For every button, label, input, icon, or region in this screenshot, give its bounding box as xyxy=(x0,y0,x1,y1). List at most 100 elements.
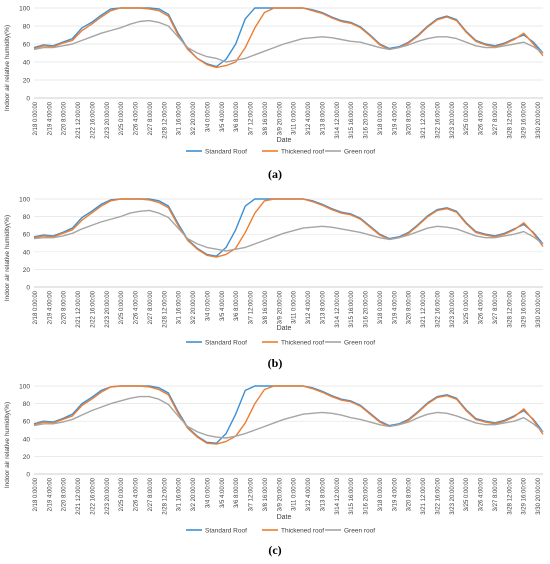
series-line-green-roof xyxy=(33,19,544,63)
x-tick-label: 3/16 20:00:00 xyxy=(364,290,370,327)
x-tick-label: 2/22 16:00:00 xyxy=(90,477,96,514)
x-tick-label: 2/25 0:00:00 xyxy=(119,101,125,135)
x-tick-label: 3/14 12:00:00 xyxy=(335,477,341,514)
x-tick-label: 2/19 4:00:00 xyxy=(47,477,53,511)
y-tick-label: 100 xyxy=(19,384,30,391)
x-tick-label: 3/18 0:00:00 xyxy=(378,101,384,135)
x-tick-label: 2/27 8:00:00 xyxy=(148,101,154,135)
legend-label: Green roof xyxy=(344,149,375,156)
x-tick-label: 3/27 8:00:00 xyxy=(493,290,499,324)
x-tick-label: 3/2 20:00:00 xyxy=(191,101,197,135)
x-tick-label: 3/8 16:00:00 xyxy=(263,477,269,511)
x-tick-label: 2/26 4:00:00 xyxy=(134,477,140,511)
legend-label: Thickened roof xyxy=(281,340,324,347)
x-tick-label: 3/19 4:00:00 xyxy=(392,101,398,135)
x-tick-label: 2/25 0:00:00 xyxy=(119,290,125,324)
x-tick-label: 3/18 0:00:00 xyxy=(378,290,384,324)
x-tick-label: 2/28 12:00:00 xyxy=(162,290,168,327)
x-tick-label: 3/25 0:00:00 xyxy=(464,290,470,324)
x-tick-label: 3/27 8:00:00 xyxy=(493,477,499,511)
x-tick-label: 3/9 20:00:00 xyxy=(277,477,283,511)
x-tick-label: 3/23 20:00:00 xyxy=(450,477,456,514)
x-tick-label: 3/5 4:00:00 xyxy=(220,477,226,508)
panel-caption: (b) xyxy=(268,356,283,370)
x-tick-label: 3/9 20:00:00 xyxy=(277,101,283,135)
legend-label: Standard Roof xyxy=(205,340,247,347)
x-tick-label: 2/18 0:00:00 xyxy=(33,477,39,511)
x-tick-label: 3/12 4:00:00 xyxy=(306,477,312,511)
x-tick-label: 2/18 0:00:00 xyxy=(33,290,39,324)
chart-panel-c: 0 20 40 60 80 100 2/18 0:00:00 2/19 4:00:00 2/20… xyxy=(4,384,544,557)
x-tick-label: 3/7 12:00:00 xyxy=(249,101,255,135)
x-tick-label: 2/26 4:00:00 xyxy=(134,101,140,135)
x-tick-label: 3/1 16:00:00 xyxy=(177,101,183,135)
x-tick-label: 3/29 16:00:00 xyxy=(522,477,528,514)
x-axis-label: Date xyxy=(277,514,292,521)
x-tick-label: 3/30 20:00:00 xyxy=(536,101,542,138)
x-tick-label: 3/6 8:00:00 xyxy=(234,101,240,132)
legend-label: Standard Roof xyxy=(205,528,247,535)
x-tick-label: 3/19 4:00:00 xyxy=(392,477,398,511)
x-tick-label: 2/21 12:00:00 xyxy=(76,477,82,514)
x-tick-label: 2/23 20:00:00 xyxy=(105,477,111,514)
x-tick-label: 3/2 20:00:00 xyxy=(191,477,197,511)
x-tick-label: 3/27 8:00:00 xyxy=(493,101,499,135)
y-tick-label: 0 xyxy=(26,472,30,479)
x-tick-label: 3/6 8:00:00 xyxy=(234,477,240,508)
series-line-green-roof xyxy=(33,209,544,252)
y-tick-label: 60 xyxy=(23,419,31,426)
x-tick-label: 3/26 4:00:00 xyxy=(479,101,485,135)
x-tick-label: 3/25 0:00:00 xyxy=(464,101,470,135)
x-tick-label: 3/13 8:00:00 xyxy=(320,101,326,135)
x-tick-label: 3/4 0:00:00 xyxy=(205,290,211,321)
x-tick-label: 2/23 20:00:00 xyxy=(105,101,111,138)
x-tick-label: 3/16 20:00:00 xyxy=(364,101,370,138)
x-tick-label: 2/22 16:00:00 xyxy=(90,101,96,138)
x-tick-label: 2/21 12:00:00 xyxy=(76,290,82,327)
x-tick-label: 3/22 16:00:00 xyxy=(435,290,441,327)
x-tick-label: 3/1 16:00:00 xyxy=(177,477,183,511)
y-tick-label: 0 xyxy=(26,96,30,103)
x-tick-label: 2/19 4:00:00 xyxy=(47,101,53,135)
series-line-standard-roof xyxy=(33,7,544,68)
x-tick-label: 2/20 8:00:00 xyxy=(62,101,68,135)
x-tick-label: 3/29 16:00:00 xyxy=(522,290,528,327)
y-tick-label: 80 xyxy=(23,214,31,221)
series-line-thickened-roof xyxy=(33,198,544,258)
x-tick-label: 3/11 0:00:00 xyxy=(292,477,298,511)
series-line-green-roof xyxy=(33,395,544,439)
x-tick-label: 2/25 0:00:00 xyxy=(119,477,125,511)
x-tick-label: 3/13 8:00:00 xyxy=(320,477,326,511)
y-tick-label: 20 xyxy=(23,454,31,461)
x-tick-label: 2/18 0:00:00 xyxy=(33,101,39,135)
x-tick-label: 3/4 0:00:00 xyxy=(205,101,211,132)
legend-label: Standard Roof xyxy=(205,149,247,156)
legend-label: Green roof xyxy=(344,528,375,535)
x-tick-label: 2/26 4:00:00 xyxy=(134,290,140,324)
panel-caption: (a) xyxy=(268,167,282,181)
x-tick-label: 3/28 12:00:00 xyxy=(507,101,513,138)
x-tick-label: 3/1 16:00:00 xyxy=(177,290,183,324)
x-tick-label: 3/7 12:00:00 xyxy=(249,477,255,511)
legend-label: Green roof xyxy=(344,340,375,347)
x-tick-label: 3/26 4:00:00 xyxy=(479,290,485,324)
legend-label: Thickened roof xyxy=(281,528,324,535)
x-tick-label: 3/14 12:00:00 xyxy=(335,101,341,138)
x-tick-label: 3/22 16:00:00 xyxy=(435,477,441,514)
x-tick-label: 3/11 0:00:00 xyxy=(292,290,298,324)
y-tick-label: 80 xyxy=(23,24,31,31)
series-line-thickened-roof xyxy=(33,7,544,69)
x-tick-label: 3/8 16:00:00 xyxy=(263,101,269,135)
x-tick-label: 3/5 4:00:00 xyxy=(220,101,226,132)
x-tick-label: 3/4 0:00:00 xyxy=(205,477,211,508)
series-line-thickened-roof xyxy=(33,385,544,445)
x-tick-label: 3/26 4:00:00 xyxy=(479,477,485,511)
x-tick-label: 3/20 8:00:00 xyxy=(407,477,413,511)
x-tick-label: 3/30 20:00:00 xyxy=(536,477,542,514)
x-tick-label: 3/12 4:00:00 xyxy=(306,290,312,324)
x-tick-label: 3/16 20:00:00 xyxy=(364,477,370,514)
x-tick-label: 3/30 20:00:00 xyxy=(536,290,542,327)
x-tick-label: 3/13 8:00:00 xyxy=(320,290,326,324)
